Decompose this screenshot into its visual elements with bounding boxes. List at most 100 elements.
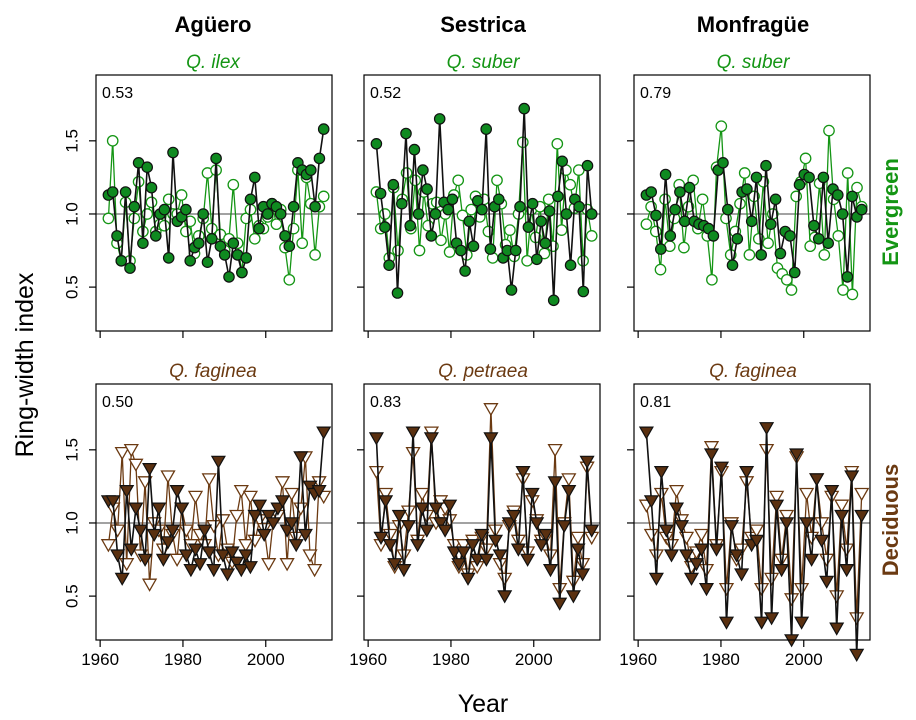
data-point-hollow-monfrague-deciduous <box>643 528 660 543</box>
data-point-hollow-sestrica-evergreen <box>491 174 503 187</box>
data-point-filled-sestrica-evergreen <box>391 287 404 299</box>
data-point-filled-aguero-evergreen <box>115 254 128 267</box>
correlation-label-aguero-deciduous: 0.50 <box>102 394 133 411</box>
data-point-filled-monfrague-deciduous <box>713 461 730 475</box>
data-point-filled-aguero-deciduous <box>169 485 185 499</box>
data-point-filled-aguero-deciduous <box>142 463 158 477</box>
data-point-hollow-aguero-deciduous <box>261 558 277 572</box>
panel-frame-sestrica-evergreen <box>363 74 601 332</box>
data-point-hollow-monfrague-evergreen <box>743 249 756 261</box>
data-point-hollow-monfrague-deciduous <box>748 524 765 538</box>
data-point-hollow-aguero-evergreen <box>162 193 175 206</box>
data-point-filled-sestrica-deciduous <box>510 543 526 557</box>
data-point-hollow-aguero-evergreen <box>283 273 296 286</box>
panel-frame-monfrague-evergreen <box>633 74 871 332</box>
data-point-hollow-monfrague-deciduous <box>798 487 815 502</box>
data-point-filled-monfrague-deciduous <box>809 473 825 487</box>
data-point-hollow-aguero-deciduous <box>284 487 300 502</box>
data-point-filled-monfrague-deciduous <box>643 495 659 509</box>
data-point-hollow-monfrague-deciduous <box>718 582 735 597</box>
data-point-hollow-aguero-evergreen <box>317 190 330 203</box>
data-point-hollow-sestrica-deciduous <box>483 403 499 417</box>
species-label-monfrague-evergreen: Q. suber <box>717 52 791 73</box>
data-point-filled-sestrica-evergreen <box>581 159 594 172</box>
data-point-filled-monfrague-evergreen <box>774 247 787 260</box>
data-point-filled-sestrica-deciduous <box>405 426 421 440</box>
data-point-filled-monfrague-deciduous <box>819 575 835 589</box>
data-point-hollow-monfrague-deciduous <box>753 582 770 597</box>
data-point-filled-sestrica-deciduous <box>520 553 536 567</box>
data-point-filled-aguero-deciduous <box>123 543 139 557</box>
data-point-hollow-aguero-evergreen <box>309 249 321 261</box>
data-point-filled-sestrica-evergreen <box>530 253 543 266</box>
data-point-filled-aguero-evergreen <box>184 254 196 267</box>
data-point-hollow-sestrica-evergreen <box>379 208 391 220</box>
data-point-filled-aguero-deciduous <box>229 556 245 570</box>
data-point-filled-aguero-deciduous <box>316 426 332 440</box>
data-point-filled-monfrague-deciduous <box>653 466 669 480</box>
data-point-hollow-sestrica-deciduous <box>455 539 472 553</box>
x-tick-label-monfrague-deciduous: 2000 <box>785 650 823 669</box>
column-title-monfrague: Monfragüe <box>697 12 809 37</box>
panel-aguero-evergreen: 0.53 0.5 1.0 1.5 <box>62 74 333 338</box>
data-point-filled-aguero-evergreen <box>150 230 162 242</box>
data-point-filled-monfrague-evergreen <box>764 218 777 230</box>
data-point-filled-aguero-evergreen <box>249 171 261 184</box>
data-point-hollow-monfrague-deciduous <box>849 612 865 626</box>
data-point-hollow-monfrague-evergreen <box>799 152 812 165</box>
data-point-filled-monfrague-evergreen <box>750 171 763 184</box>
data-point-filled-monfrague-evergreen <box>822 237 834 249</box>
data-point-filled-aguero-evergreen <box>167 146 179 159</box>
data-point-filled-sestrica-deciduous <box>419 524 435 538</box>
data-point-hollow-sestrica-evergreen <box>435 234 447 247</box>
data-point-hollow-sestrica-deciduous <box>561 473 577 487</box>
data-point-filled-monfrague-deciduous <box>688 558 705 572</box>
data-point-filled-aguero-deciduous <box>119 485 135 499</box>
data-point-filled-monfrague-deciduous <box>799 517 815 531</box>
data-point-filled-aguero-deciduous <box>256 528 272 543</box>
data-point-hollow-monfrague-evergreen <box>738 167 751 179</box>
data-point-hollow-sestrica-deciduous <box>377 487 394 502</box>
data-point-filled-sestrica-deciduous <box>538 528 554 543</box>
data-point-hollow-aguero-deciduous <box>274 476 291 490</box>
data-point-filled-sestrica-evergreen <box>395 197 408 210</box>
data-point-hollow-aguero-deciduous <box>169 553 185 568</box>
data-point-hollow-monfrague-deciduous <box>768 490 785 505</box>
data-point-hollow-monfrague-deciduous <box>763 572 780 587</box>
data-point-filled-sestrica-evergreen <box>383 259 395 271</box>
data-point-filled-monfrague-evergreen <box>707 230 720 242</box>
data-point-hollow-monfrague-evergreen <box>837 284 849 296</box>
data-point-filled-monfrague-evergreen <box>769 193 782 206</box>
data-point-hollow-aguero-evergreen <box>175 189 188 201</box>
data-point-hollow-sestrica-evergreen <box>409 174 422 187</box>
data-point-hollow-aguero-deciduous <box>242 490 259 505</box>
data-point-filled-sestrica-evergreen <box>446 193 459 206</box>
series-line-hollow-aguero-deciduous <box>107 449 325 585</box>
data-point-filled-aguero-evergreen <box>313 152 326 165</box>
data-point-hollow-sestrica-evergreen <box>392 244 404 257</box>
data-point-hollow-aguero-deciduous <box>306 563 323 578</box>
data-point-filled-sestrica-evergreen <box>425 230 438 242</box>
data-point-filled-aguero-deciduous <box>274 495 291 509</box>
data-point-hollow-aguero-deciduous <box>160 470 176 484</box>
data-point-hollow-aguero-evergreen <box>296 237 309 250</box>
data-point-hollow-sestrica-deciduous <box>368 465 385 480</box>
panel-frame-monfrague-deciduous <box>633 383 871 641</box>
data-point-filled-aguero-deciduous <box>311 485 327 499</box>
data-point-filled-monfrague-evergreen <box>808 219 820 232</box>
data-point-filled-monfrague-deciduous <box>849 648 865 663</box>
data-point-filled-monfrague-evergreen <box>846 190 858 203</box>
data-point-filled-sestrica-deciduous <box>584 524 600 538</box>
data-point-filled-aguero-deciduous <box>114 572 130 586</box>
data-point-filled-sestrica-evergreen <box>526 197 539 210</box>
panel-aguero-deciduous: 0.50 0.5 1.0 1.5 1960 1980 2000 <box>62 383 333 669</box>
data-point-hollow-aguero-deciduous <box>109 524 126 538</box>
data-point-filled-monfrague-deciduous <box>648 572 664 586</box>
data-point-filled-sestrica-deciduous <box>556 520 572 534</box>
data-point-hollow-aguero-evergreen <box>145 196 158 209</box>
data-point-hollow-monfrague-evergreen <box>659 193 671 206</box>
data-point-filled-sestrica-evergreen <box>417 164 429 176</box>
data-point-filled-sestrica-deciduous <box>423 432 439 446</box>
data-point-filled-monfrague-evergreen <box>721 203 734 216</box>
data-point-hollow-monfrague-deciduous <box>693 528 710 543</box>
